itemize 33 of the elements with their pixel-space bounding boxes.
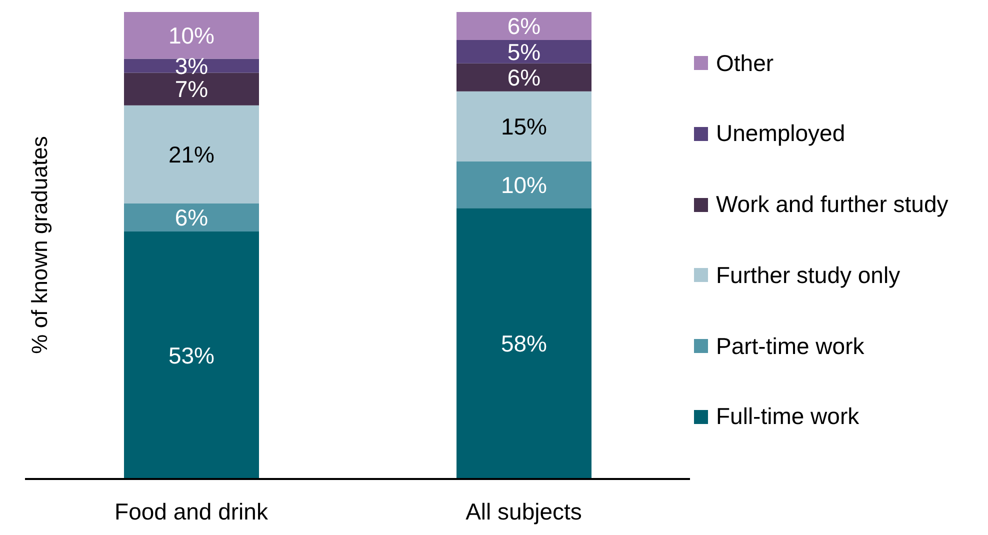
data-label: 10% — [500, 172, 548, 198]
data-label: 53% — [168, 342, 215, 368]
data-label: 10% — [168, 22, 215, 49]
bar — [456, 40, 592, 64]
legend-label: Work and further study — [716, 191, 948, 218]
bar — [124, 72, 259, 106]
legend-label: Other — [716, 50, 774, 76]
bar — [124, 105, 259, 204]
legend-label: Part-time work — [716, 332, 864, 360]
data-label: 6% — [174, 204, 208, 231]
bar — [124, 203, 259, 232]
x-tick-label: Food and drink — [114, 498, 268, 524]
legend-label: Further study only — [716, 262, 900, 289]
data-label: 6% — [507, 13, 541, 40]
bar — [124, 231, 259, 479]
data-label: 3% — [174, 52, 208, 79]
bar — [124, 12, 259, 59]
y-axis-title: % of known graduates — [27, 136, 53, 354]
bar — [456, 208, 592, 479]
data-label: 5% — [507, 38, 541, 65]
data-label: 6% — [507, 64, 541, 91]
bar — [456, 161, 592, 208]
bar — [456, 12, 592, 40]
bar — [456, 91, 592, 162]
legend-label: Full-time work — [716, 403, 860, 430]
legend-label: Unemployed — [716, 120, 846, 148]
data-label: 15% — [500, 114, 548, 140]
data-label: 21% — [168, 142, 215, 168]
data-label: 58% — [500, 330, 548, 357]
data-label: 7% — [174, 76, 208, 102]
bar — [124, 58, 259, 73]
bar — [456, 63, 592, 92]
x-tick-label: All subjects — [466, 498, 582, 524]
